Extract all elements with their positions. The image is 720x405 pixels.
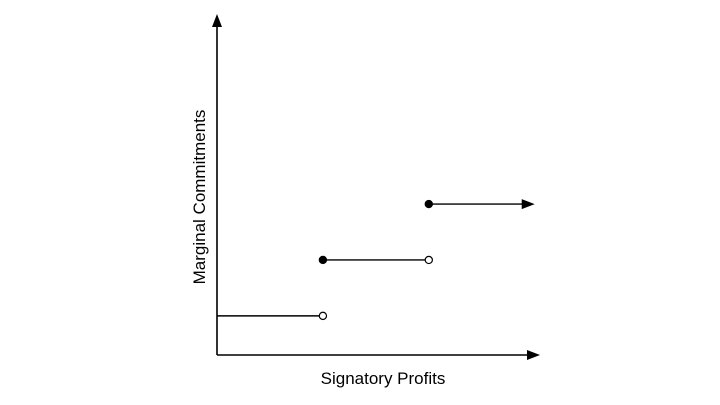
axes — [212, 14, 540, 360]
step-1-end-open-point — [318, 311, 328, 321]
y-axis-arrowhead — [212, 14, 222, 27]
step-3-start-closed-point — [424, 199, 434, 209]
step-2-end-open-point — [424, 255, 434, 265]
step-2-start-closed-point — [318, 255, 328, 265]
step-segments — [217, 199, 535, 321]
x-axis-label: Signatory Profits — [321, 369, 446, 388]
y-axis-label: Marginal Commitments — [190, 110, 209, 285]
x-axis-arrowhead — [527, 350, 540, 360]
step-3-arrowhead — [521, 199, 535, 210]
